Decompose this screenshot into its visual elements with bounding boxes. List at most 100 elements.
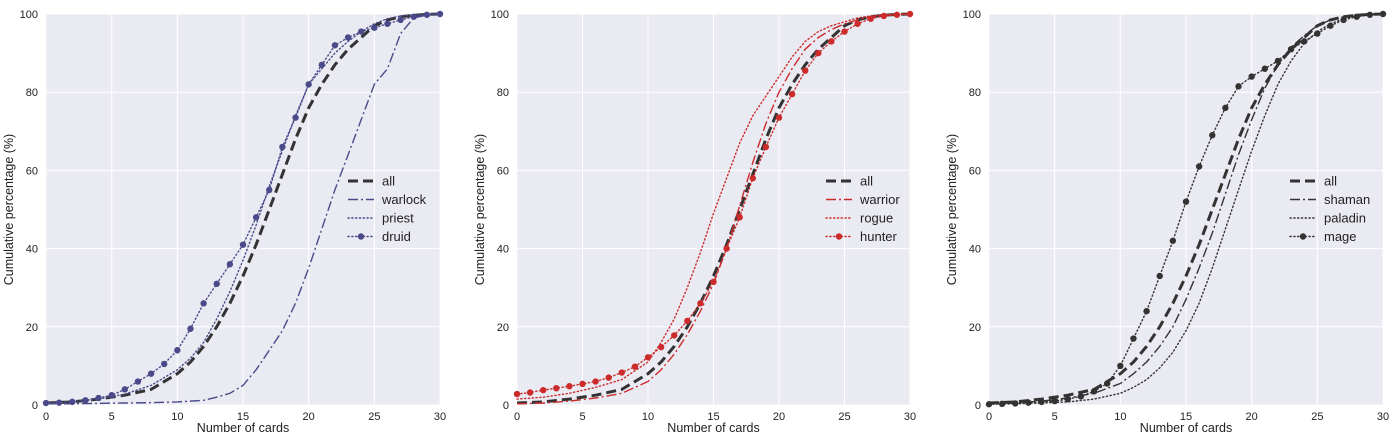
x-tick-label: 10	[1114, 411, 1126, 423]
legend: all warlock priest druid	[347, 174, 427, 244]
y-axis-label: Cumulative percentage (%)	[473, 134, 487, 285]
data-point-mage	[1090, 388, 1098, 395]
legend-label-all: all	[860, 174, 873, 189]
data-point-hunter	[788, 90, 796, 98]
x-tick-label: 5	[579, 411, 585, 423]
legend: all shaman paladin mage	[1289, 174, 1370, 244]
data-point-druid	[200, 300, 207, 307]
y-tick-label: 60	[497, 165, 509, 177]
x-tick-label: 30	[1377, 411, 1389, 423]
data-point-mage	[1025, 399, 1032, 406]
data-point-mage	[1379, 10, 1387, 18]
y-tick-label: 20	[969, 322, 981, 334]
legend-label-all: all	[382, 174, 395, 189]
x-tick-label: 30	[434, 411, 446, 423]
x-tick-label: 5	[1052, 411, 1058, 423]
data-point-hunter	[867, 15, 874, 22]
series-line-shaman	[988, 13, 1384, 405]
legend-marker-mage	[1299, 233, 1307, 240]
x-tick-label: 15	[707, 411, 719, 423]
data-point-mage	[1261, 65, 1269, 72]
legend-marker-hunter	[835, 233, 843, 240]
data-point-hunter	[631, 363, 639, 370]
data-point-mage	[998, 400, 1006, 408]
data-point-mage	[1038, 398, 1045, 406]
y-tick-label: 80	[497, 87, 509, 99]
data-point-mage	[1314, 30, 1321, 37]
y-tick-label: 100	[20, 9, 38, 21]
data-point-hunter	[657, 343, 665, 351]
data-point-mage	[1235, 83, 1242, 90]
data-point-hunter	[880, 12, 887, 20]
data-point-druid	[69, 398, 76, 406]
series-line-warrior	[516, 13, 911, 405]
x-tick-label: 0	[514, 411, 520, 423]
data-point-hunter	[802, 67, 809, 74]
data-point-druid	[82, 397, 89, 404]
y-tick-label: 40	[497, 244, 509, 256]
chart-panel-1: 0 5 10 15 20 25 30 0 20 40 60 80 100 Number of cards C…	[2, 9, 446, 435]
chart-panel-2: 0 5 10 15 20 25 30 0 20 40 60 80 100 Number of cards C…	[473, 9, 916, 435]
y-tick-label: 60	[26, 165, 38, 177]
data-point-druid	[213, 280, 220, 287]
x-tick-label: 20	[303, 411, 315, 423]
data-point-mage	[1169, 237, 1177, 244]
y-tick-label: 0	[975, 400, 981, 412]
y-tick-label: 20	[26, 322, 38, 334]
data-point-druid	[358, 28, 365, 35]
data-point-hunter	[854, 20, 861, 27]
x-tick-label: 20	[773, 411, 785, 423]
data-point-mage	[1182, 198, 1190, 205]
data-point-druid	[252, 214, 260, 221]
series-line-all	[45, 12, 441, 405]
data-point-mage	[1274, 57, 1282, 65]
data-point-druid	[121, 386, 128, 393]
data-point-hunter	[592, 378, 599, 385]
y-tick-label: 40	[969, 244, 981, 256]
data-point-druid	[279, 143, 286, 151]
legend-label-warrior: warrior	[859, 192, 900, 207]
data-point-druid	[266, 186, 273, 194]
data-point-hunter	[526, 389, 534, 396]
data-point-druid	[318, 61, 325, 69]
data-point-druid	[305, 81, 312, 88]
data-point-hunter	[579, 380, 586, 388]
data-point-hunter	[671, 332, 678, 339]
data-point-hunter	[710, 278, 717, 286]
x-tick-label: 0	[986, 411, 992, 423]
data-point-mage	[1195, 163, 1203, 170]
data-point-druid	[108, 392, 115, 399]
data-point-druid	[423, 11, 431, 18]
data-point-mage	[1064, 395, 1072, 403]
legend-label-hunter: hunter	[860, 229, 898, 244]
data-point-druid	[161, 360, 168, 368]
x-axis-label: Number of cards	[1140, 421, 1232, 435]
data-point-druid	[371, 24, 378, 31]
data-point-druid	[384, 20, 391, 27]
data-point-hunter	[841, 28, 848, 35]
data-point-hunter	[566, 383, 573, 390]
data-point-mage	[1366, 11, 1374, 18]
x-tick-label: 5	[109, 411, 115, 423]
data-point-hunter	[540, 386, 547, 394]
data-point-mage	[1209, 132, 1216, 139]
x-tick-label: 10	[171, 411, 183, 423]
data-point-hunter	[684, 317, 691, 325]
legend-label-rogue: rogue	[860, 211, 893, 226]
data-point-mage	[1301, 38, 1308, 45]
data-point-druid	[410, 13, 417, 20]
data-point-mage	[1340, 16, 1347, 24]
data-point-hunter	[697, 300, 704, 307]
y-tick-label: 80	[26, 87, 38, 99]
legend-label-shaman: shaman	[1324, 192, 1370, 207]
data-point-hunter	[893, 11, 901, 18]
data-point-druid	[226, 261, 234, 268]
legend-marker-druid	[357, 233, 365, 240]
data-point-druid	[331, 42, 339, 49]
data-point-hunter	[736, 214, 743, 221]
data-point-druid	[42, 399, 50, 407]
x-tick-label: 20	[1246, 411, 1258, 423]
y-tick-label: 80	[969, 87, 981, 99]
x-axis-label: Number of cards	[197, 421, 289, 435]
y-tick-label: 0	[32, 400, 38, 412]
